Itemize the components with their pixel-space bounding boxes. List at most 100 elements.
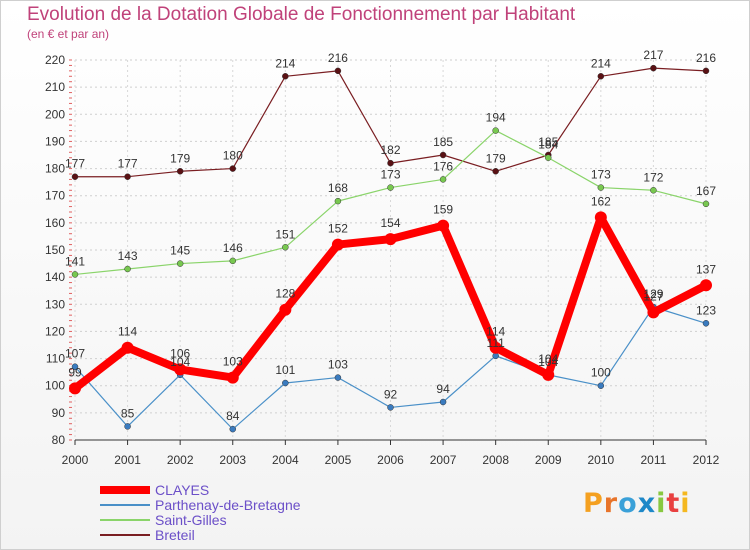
point-breteil-2007 xyxy=(439,151,447,159)
data-label-saint-gilles-2007: 176 xyxy=(433,159,453,173)
data-label-breteil-2008: 179 xyxy=(486,151,506,165)
point-clayes-2010 xyxy=(594,211,607,224)
point-parthenay-de-bretagne-2006 xyxy=(387,404,394,411)
y-tick-label-170: 170 xyxy=(45,189,65,203)
data-label-breteil-2003: 180 xyxy=(223,149,243,163)
point-clayes-2002 xyxy=(174,363,187,376)
y-tick-label-140: 140 xyxy=(45,270,65,284)
y-tick-label-150: 150 xyxy=(45,243,65,257)
line-chart: 8090100110120130140150160170180190200210… xyxy=(45,48,720,467)
legend-label-parthenay-de-bretagne: Parthenay-de-Bretagne xyxy=(155,497,301,513)
point-clayes-2012 xyxy=(700,279,712,292)
data-label-parthenay-de-bretagne-2009: 104 xyxy=(538,355,558,369)
data-label-saint-gilles-2009: 184 xyxy=(538,138,558,152)
point-parthenay-de-bretagne-2004 xyxy=(282,379,289,387)
point-clayes-2003 xyxy=(226,371,239,384)
point-clayes-2005 xyxy=(331,238,344,251)
chart-title: Evolution de la Dotation Globale de Fonc… xyxy=(27,4,576,25)
data-label-saint-gilles-2010: 173 xyxy=(591,168,611,182)
logo-letter: r xyxy=(603,488,619,519)
point-clayes-2004 xyxy=(279,303,292,316)
legend-label-breteil: Breteil xyxy=(155,527,195,543)
data-label-breteil-2007: 185 xyxy=(433,135,453,149)
data-label-saint-gilles-2002: 145 xyxy=(170,244,190,258)
y-tick-label-220: 220 xyxy=(45,53,65,67)
data-label-saint-gilles-2005: 168 xyxy=(328,181,348,195)
data-label-parthenay-de-bretagne-2012: 123 xyxy=(696,303,716,317)
point-saint-gilles-2009 xyxy=(545,154,552,161)
proxiti-logo: Proxiti xyxy=(583,488,691,519)
y-tick-label-90: 90 xyxy=(52,406,66,420)
point-parthenay-de-bretagne-2012 xyxy=(702,320,710,327)
data-label-breteil-2001: 177 xyxy=(118,157,138,171)
series-layer xyxy=(69,64,712,433)
data-label-clayes-2010: 162 xyxy=(591,194,611,208)
point-breteil-2006 xyxy=(387,159,394,167)
point-breteil-2003 xyxy=(229,165,236,172)
data-label-saint-gilles-2000: 141 xyxy=(65,254,85,268)
point-saint-gilles-2008 xyxy=(492,127,499,134)
y-tick-label-200: 200 xyxy=(45,107,65,121)
x-tick-label-2012: 2012 xyxy=(693,453,720,467)
point-parthenay-de-bretagne-2005 xyxy=(334,374,342,381)
data-label-parthenay-de-bretagne-2008: 111 xyxy=(487,336,506,350)
data-label-parthenay-de-bretagne-2004: 101 xyxy=(275,363,295,377)
data-label-parthenay-de-bretagne-2000: 107 xyxy=(65,347,85,361)
data-label-parthenay-de-bretagne-2007: 94 xyxy=(436,382,450,396)
point-saint-gilles-2012 xyxy=(702,200,710,208)
x-tick-label-2003: 2003 xyxy=(219,453,246,467)
logo-letter: t xyxy=(666,488,681,519)
data-label-saint-gilles-2006: 173 xyxy=(380,168,400,182)
data-label-breteil-2009: 185 xyxy=(538,135,558,149)
point-breteil-2002 xyxy=(176,168,184,175)
point-saint-gilles-2011 xyxy=(650,187,657,194)
x-tick-label-2010: 2010 xyxy=(587,453,614,467)
chart-subtitle: (en € et par an) xyxy=(27,27,110,41)
y-axis: 80 90 100 110 120 130 140 150 160 170 180 190 200 210… xyxy=(45,53,72,447)
point-clayes-2008 xyxy=(489,341,502,354)
logo-letter: i xyxy=(656,488,667,519)
data-label-clayes-2002: 106 xyxy=(170,346,190,360)
data-label-saint-gilles-2012: 167 xyxy=(696,184,716,198)
point-breteil-2012 xyxy=(702,67,710,75)
y-tick-label-80: 80 xyxy=(52,433,66,447)
data-label-parthenay-de-bretagne-2001: 85 xyxy=(121,406,135,420)
point-clayes-2011 xyxy=(647,306,660,319)
point-breteil-2004 xyxy=(282,73,289,80)
legend-label-clayes: CLAYES xyxy=(155,482,210,498)
x-tick-label-2008: 2008 xyxy=(482,453,509,467)
point-clayes-2009 xyxy=(542,368,555,381)
data-label-breteil-2011: 217 xyxy=(643,48,663,62)
x-tick-label-2004: 2004 xyxy=(272,453,299,467)
point-clayes-2006 xyxy=(384,233,397,246)
data-label-clayes-2009: 104 xyxy=(538,352,558,366)
data-label-clayes-2004: 128 xyxy=(275,287,295,301)
x-tick-label-2005: 2005 xyxy=(325,453,352,467)
point-saint-gilles-2010 xyxy=(597,184,605,191)
y-tick-label-180: 180 xyxy=(45,162,65,176)
logo-letter: P xyxy=(583,488,604,519)
x-tick-label-2002: 2002 xyxy=(167,453,194,467)
data-label-parthenay-de-bretagne-2010: 100 xyxy=(591,366,611,380)
x-tick-label-2000: 2000 xyxy=(62,453,89,467)
data-label-clayes-2011: 127 xyxy=(643,289,663,303)
data-labels: 177 177 179 180 214 216 182 185 179 185 214 217 216 1… xyxy=(65,48,716,423)
y-tick-label-120: 120 xyxy=(45,324,65,338)
point-parthenay-de-bretagne-2008 xyxy=(492,352,499,360)
point-parthenay-de-bretagne-2003 xyxy=(229,425,236,433)
data-label-clayes-2005: 152 xyxy=(328,222,348,236)
data-label-clayes-2012: 137 xyxy=(696,262,716,276)
y-tick-label-130: 130 xyxy=(45,297,65,311)
legend-swatch-clayes xyxy=(100,486,150,494)
data-label-breteil-2012: 216 xyxy=(696,51,716,65)
x-tick-label-2006: 2006 xyxy=(377,453,404,467)
legend-swatch-breteil xyxy=(100,534,150,536)
logo-letter: i xyxy=(680,488,691,519)
data-label-parthenay-de-bretagne-2011: 129 xyxy=(643,287,663,301)
y-tick-label-190: 190 xyxy=(45,134,65,148)
point-saint-gilles-2002 xyxy=(176,260,184,267)
point-breteil-2010 xyxy=(597,73,605,80)
data-label-clayes-2001: 114 xyxy=(118,325,137,339)
point-parthenay-de-bretagne-2001 xyxy=(124,423,131,430)
